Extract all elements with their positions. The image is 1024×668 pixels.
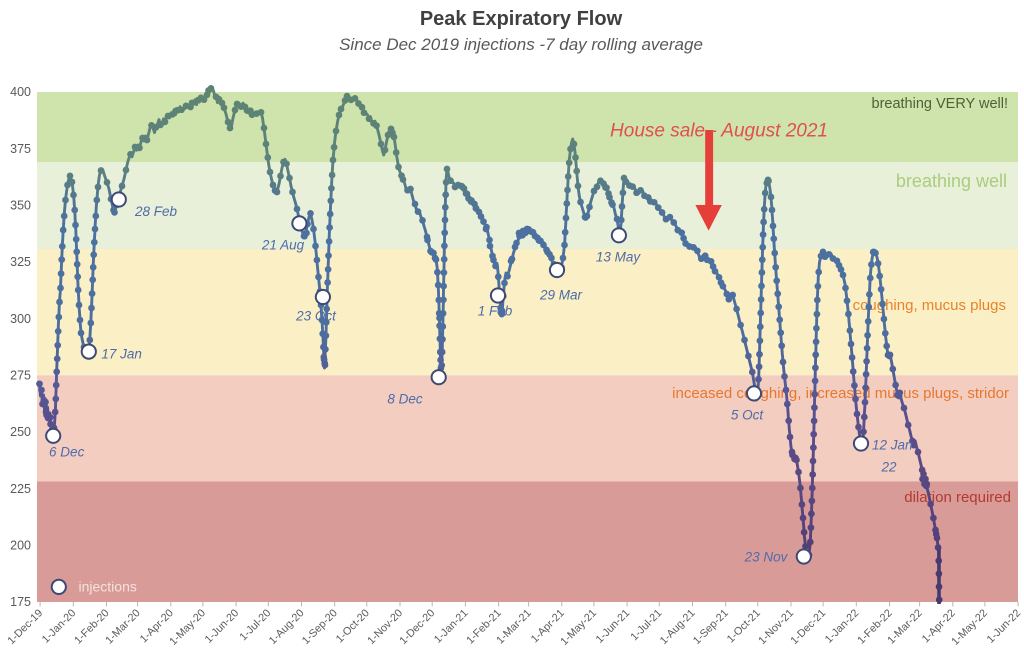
- svg-text:1-Sep-20: 1-Sep-20: [300, 607, 340, 647]
- svg-text:1-Dec-21: 1-Dec-21: [788, 607, 828, 647]
- svg-text:1-Dec-19: 1-Dec-19: [5, 607, 45, 647]
- svg-text:28 Feb: 28 Feb: [134, 204, 178, 219]
- svg-text:22: 22: [880, 460, 897, 475]
- svg-text:300: 300: [10, 312, 31, 326]
- svg-text:275: 275: [10, 369, 31, 383]
- svg-text:Since Dec 2019 injections -7 d: Since Dec 2019 injections -7 day rolling…: [339, 35, 703, 54]
- svg-text:1-Jun-21: 1-Jun-21: [594, 607, 633, 646]
- svg-text:325: 325: [10, 255, 31, 269]
- svg-text:1-Aug-20: 1-Aug-20: [267, 607, 307, 647]
- svg-text:1-Mar-20: 1-Mar-20: [103, 607, 142, 646]
- svg-text:29 Mar: 29 Mar: [539, 288, 583, 303]
- svg-text:6 Dec: 6 Dec: [49, 445, 85, 460]
- svg-text:250: 250: [10, 425, 31, 439]
- svg-text:1-Jan-22: 1-Jan-22: [823, 607, 862, 646]
- svg-text:400: 400: [10, 85, 31, 99]
- svg-text:House sale - August 2021: House sale - August 2021: [610, 121, 828, 142]
- svg-text:200: 200: [10, 539, 31, 553]
- svg-text:1 Feb: 1 Feb: [478, 304, 513, 319]
- svg-text:coughing, mucus plugs: coughing, mucus plugs: [853, 297, 1006, 314]
- svg-text:225: 225: [10, 482, 31, 496]
- svg-text:175: 175: [10, 595, 31, 609]
- svg-text:1-Sep-21: 1-Sep-21: [691, 607, 731, 647]
- svg-text:breathing well: breathing well: [896, 171, 1007, 191]
- svg-text:Peak Expiratory Flow: Peak Expiratory Flow: [420, 8, 623, 30]
- svg-text:17 Jan: 17 Jan: [101, 347, 142, 362]
- svg-text:inceased coughing, increased m: inceased coughing, increased mucus plugs…: [672, 385, 1009, 402]
- svg-text:23 Oct: 23 Oct: [295, 309, 337, 324]
- svg-text:12 Jan: 12 Jan: [872, 438, 913, 453]
- svg-text:13 May: 13 May: [596, 250, 642, 265]
- svg-text:1-Jun-22: 1-Jun-22: [985, 607, 1024, 646]
- svg-text:23 Nov: 23 Nov: [744, 550, 789, 565]
- svg-text:1-Aug-21: 1-Aug-21: [658, 607, 698, 647]
- svg-text:dilation required: dilation required: [904, 489, 1011, 506]
- svg-text:375: 375: [10, 142, 31, 156]
- svg-text:350: 350: [10, 199, 31, 213]
- svg-text:injections: injections: [79, 579, 137, 595]
- svg-text:1-Dec-20: 1-Dec-20: [397, 607, 437, 647]
- svg-text:breathing VERY well!: breathing VERY well!: [872, 96, 1009, 112]
- svg-text:1-Jun-20: 1-Jun-20: [203, 607, 242, 646]
- svg-text:5 Oct: 5 Oct: [731, 408, 765, 423]
- svg-text:21 Aug: 21 Aug: [261, 238, 305, 253]
- svg-text:8 Dec: 8 Dec: [387, 392, 423, 407]
